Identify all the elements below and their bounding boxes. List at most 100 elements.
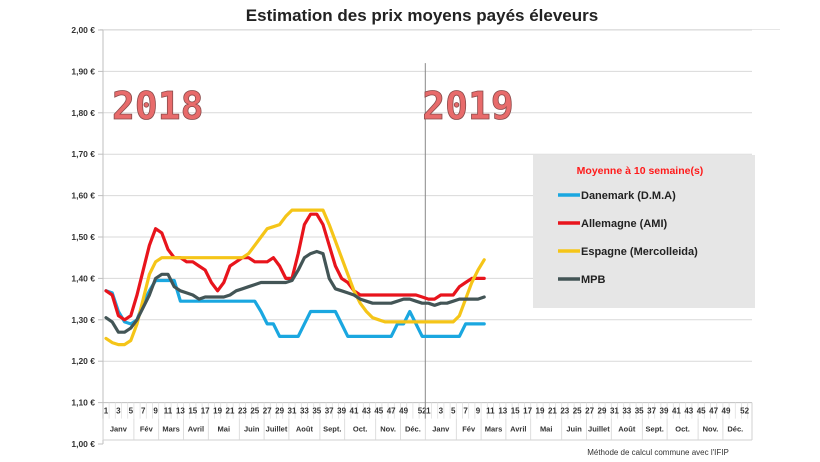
x-tick-label: 43 (362, 407, 371, 416)
x-tick-label: 25 (573, 407, 582, 416)
series-lines (104, 208, 486, 347)
x-tick-label: 39 (337, 407, 346, 416)
x-tick-label: 52 (418, 407, 427, 416)
x-tick-label: 35 (312, 407, 321, 416)
x-month-label: Août (296, 425, 314, 434)
y-tick-label: 1,00 € (71, 439, 95, 449)
year-label-2019: 2019 (422, 84, 514, 128)
x-tick-label: 39 (660, 407, 669, 416)
x-tick-label: 5 (451, 407, 456, 416)
year-label-2018: 2018 (112, 84, 204, 128)
x-tick-label: 49 (722, 407, 731, 416)
x-month-label: Juin (566, 425, 582, 434)
x-tick-label: 11 (164, 407, 173, 416)
series-line-mpb (104, 249, 486, 334)
series-line-danemark-d-m-a (104, 278, 486, 338)
x-month-label: Avril (510, 425, 526, 434)
x-tick-label: 23 (560, 407, 569, 416)
x-tick-label: 33 (300, 407, 309, 416)
x-axis-table: 1 3 5 7 9 11 13 15 17 19 21 23 25 27 29 31 33 35 37 39 41 43 4… (102, 402, 753, 441)
x-tick-label: 29 (275, 407, 284, 416)
x-tick-label: 17 (523, 407, 532, 416)
x-tick-label: 33 (622, 407, 631, 416)
x-month-label: Oct. (353, 425, 368, 434)
x-month-label: Sept. (646, 425, 664, 434)
x-tick-label: 7 (463, 407, 468, 416)
x-month-label: Juillet (588, 425, 610, 434)
x-tick-label: 3 (439, 407, 444, 416)
series-line-allemagne-ami (104, 212, 486, 322)
y-tick-label: 1,40 € (71, 273, 95, 283)
x-month-label: Oct. (675, 425, 690, 434)
legend-box (533, 155, 755, 308)
x-tick-label: 52 (740, 407, 749, 416)
x-tick-label: 15 (188, 407, 197, 416)
y-tick-label: 1,60 € (71, 191, 95, 201)
x-tick-label: 41 (350, 407, 359, 416)
gridlines (103, 29, 752, 362)
x-tick-label: 31 (288, 407, 297, 416)
x-month-label: Juillet (266, 425, 288, 434)
x-tick-label: 47 (387, 407, 396, 416)
legend-item-label: MPB (581, 274, 606, 286)
y-tick-label: 1,50 € (71, 232, 95, 242)
x-month-label: Mars (162, 425, 180, 434)
series-line-espagne-mercolleida (104, 208, 486, 347)
x-tick-label: 31 (610, 407, 619, 416)
y-tick-label: 1,90 € (71, 66, 95, 76)
x-month-label: Nov. (380, 425, 396, 434)
x-tick-label: 19 (536, 407, 545, 416)
x-tick-label: 7 (141, 407, 146, 416)
x-tick-label: 13 (498, 407, 507, 416)
x-tick-label: 37 (325, 407, 334, 416)
x-month-label: Janv (432, 425, 450, 434)
x-tick-label: 5 (129, 407, 134, 416)
footnote: Méthode de calcul commune avec l'IFIP (587, 448, 729, 457)
x-tick-label: 15 (511, 407, 520, 416)
x-month-label: Mai (540, 425, 553, 434)
x-month-label: Fév (462, 425, 476, 434)
legend-title: Moyenne à 10 semaine(s) (577, 165, 704, 177)
legend-item-label: Espagne (Mercolleida) (581, 246, 698, 258)
x-month-label: Janv (110, 425, 128, 434)
x-tick-label: 11 (486, 407, 495, 416)
x-month-label: Sept. (323, 425, 341, 434)
x-tick-label: 41 (672, 407, 681, 416)
x-tick-label: 1 (104, 407, 109, 416)
x-tick-label: 29 (598, 407, 607, 416)
x-tick-label: 45 (697, 407, 706, 416)
x-tick-label: 13 (176, 407, 185, 416)
chart-title: Estimation des prix moyens payés éleveur… (246, 6, 598, 25)
legend-item-label: Danemark (D.M.A) (581, 190, 676, 202)
x-tick-label: 21 (226, 407, 235, 416)
y-tick-label: 1,10 € (71, 398, 95, 408)
x-month-label: Avril (188, 425, 204, 434)
x-month-label: Mai (218, 425, 231, 434)
legend-item-label: Allemagne (AMI) (581, 218, 668, 230)
x-tick-label: 25 (250, 407, 259, 416)
x-tick-label: 35 (635, 407, 644, 416)
x-tick-label: 21 (548, 407, 557, 416)
x-tick-label: 27 (263, 407, 272, 416)
x-tick-label: 43 (684, 407, 693, 416)
x-tick-label: 49 (399, 407, 408, 416)
x-tick-label: 47 (709, 407, 718, 416)
y-axis: 1,00 € 1,10 € 1,20 € 1,30 € 1,40 € 1,50 € 1,60… (71, 25, 104, 449)
x-month-label: Fév (140, 425, 154, 434)
x-month-label: Déc. (405, 425, 421, 434)
x-tick-label: 23 (238, 407, 247, 416)
x-tick-label: 27 (585, 407, 594, 416)
x-tick-label: 19 (213, 407, 222, 416)
x-month-label: Déc. (727, 425, 743, 434)
y-tick-label: 1,20 € (71, 356, 95, 366)
y-tick-label: 2,00 € (71, 25, 95, 35)
y-tick-label: 1,80 € (71, 108, 95, 118)
legend: Moyenne à 10 semaine(s) Danemark (D.M.A)… (533, 155, 755, 308)
x-tick-label: 9 (153, 407, 158, 416)
x-month-label: Juin (244, 425, 260, 434)
x-month-label: Août (618, 425, 636, 434)
y-tick-label: 1,70 € (71, 149, 95, 159)
x-tick-label: 1 (426, 407, 431, 416)
x-tick-label: 3 (116, 407, 121, 416)
